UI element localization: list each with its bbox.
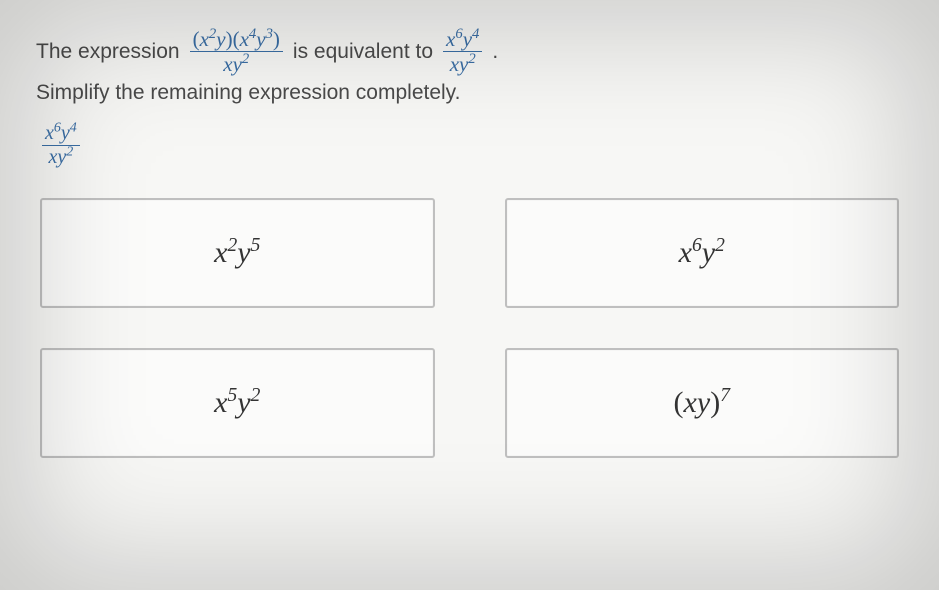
choice-d-math: (xy)7 [674,386,730,420]
choice-a-math: x2y5 [214,236,260,270]
text-the-expression: The expression [36,35,180,69]
expression-to-simplify: x6y4 xy2 [38,123,903,168]
text-period: . [492,35,498,69]
answer-choice-d[interactable]: (xy)7 [505,348,900,458]
choice-b-math: x6y2 [679,236,725,270]
fraction-original: (x2y)(x4y3) xy2 [190,28,283,75]
problem-line-2: Simplify the remaining expression comple… [36,81,903,105]
problem-line-1: The expression (x2y)(x4y3) xy2 is equiva… [36,28,903,75]
fraction-simplified-numerator: x6y4 xy2 [443,28,482,75]
question-content: The expression (x2y)(x4y3) xy2 is equiva… [0,0,939,458]
answer-choice-a[interactable]: x2y5 [40,198,435,308]
answer-choice-c[interactable]: x5y2 [40,348,435,458]
answer-choice-b[interactable]: x6y2 [505,198,900,308]
choice-c-math: x5y2 [214,386,260,420]
answer-choices-grid: x2y5 x6y2 x5y2 (xy)7 [36,198,903,458]
text-equivalent-to: is equivalent to [293,35,433,69]
